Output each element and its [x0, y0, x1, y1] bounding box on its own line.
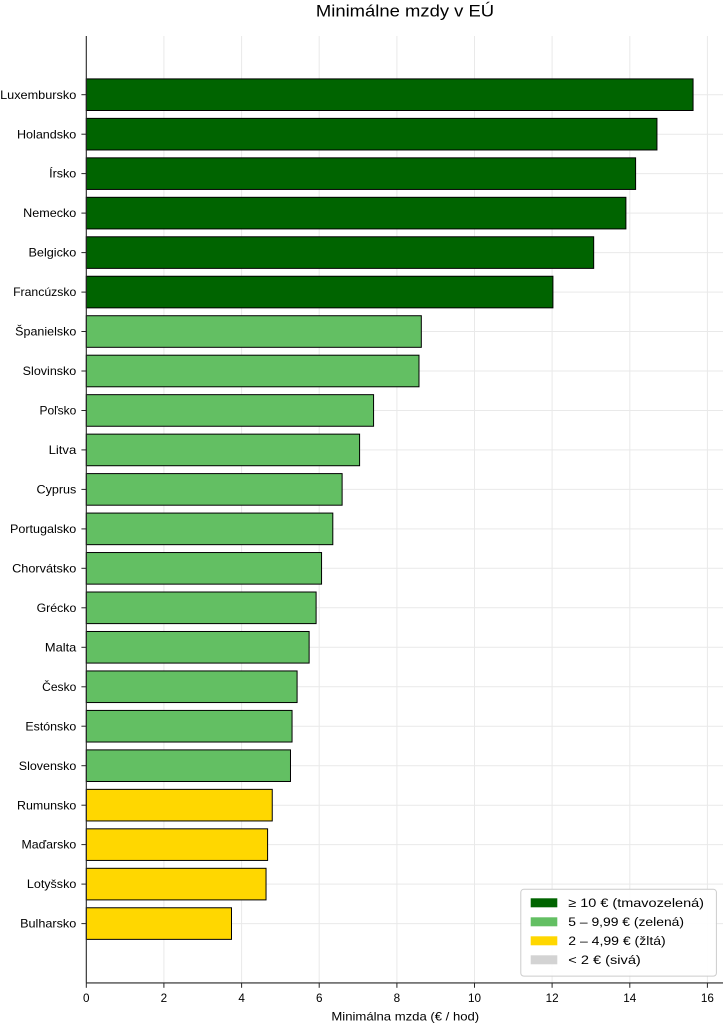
svg-text:< 2 € (sivá): < 2 € (sivá) [568, 953, 641, 967]
svg-text:Maďarsko: Maďarsko [22, 839, 77, 852]
svg-text:6: 6 [316, 992, 323, 1005]
svg-text:Belgicko: Belgicko [29, 247, 77, 260]
svg-text:≥ 10 € (tmavozelená): ≥ 10 € (tmavozelená) [568, 896, 704, 910]
svg-text:16: 16 [701, 992, 714, 1005]
svg-text:Slovinsko: Slovinsko [23, 365, 77, 378]
svg-text:Holandsko: Holandsko [17, 128, 77, 141]
svg-text:Bulharsko: Bulharsko [20, 918, 77, 931]
svg-text:4: 4 [238, 992, 245, 1005]
svg-text:Cyprus: Cyprus [37, 484, 77, 497]
svg-text:Luxembursko: Luxembursko [0, 89, 77, 102]
svg-text:12: 12 [546, 992, 559, 1005]
svg-text:Chorvátsko: Chorvátsko [12, 562, 77, 575]
svg-text:Minimálna mzda (€ / hod): Minimálna mzda (€ / hod) [331, 1010, 479, 1023]
svg-text:Francúzsko: Francúzsko [13, 286, 77, 299]
svg-text:Nemecko: Nemecko [23, 207, 77, 220]
svg-text:Litva: Litva [49, 444, 77, 457]
svg-text:0: 0 [83, 992, 90, 1005]
svg-text:2 – 4,99 € (žltá): 2 – 4,99 € (žltá) [568, 934, 665, 948]
svg-text:Írsko: Írsko [49, 168, 77, 181]
svg-text:Rumunsko: Rumunsko [17, 799, 77, 812]
svg-text:Grécko: Grécko [37, 602, 77, 615]
svg-text:Španielsko: Španielsko [15, 326, 77, 339]
svg-text:8: 8 [394, 992, 401, 1005]
svg-text:Poľsko: Poľsko [40, 405, 77, 418]
svg-text:Minimálne mzdy v EÚ: Minimálne mzdy v EÚ [316, 1, 494, 20]
svg-text:Slovensko: Slovensko [19, 760, 77, 773]
svg-text:10: 10 [468, 992, 482, 1005]
svg-text:2: 2 [161, 992, 168, 1005]
svg-text:5 – 9,99 € (zelená): 5 – 9,99 € (zelená) [568, 915, 684, 929]
svg-text:Česko: Česko [42, 681, 77, 694]
svg-text:Lotyšsko: Lotyšsko [27, 878, 77, 891]
svg-text:Estónsko: Estónsko [25, 720, 76, 733]
svg-text:Portugalsko: Portugalsko [10, 523, 77, 536]
svg-text:14: 14 [623, 992, 637, 1005]
svg-text:Malta: Malta [45, 641, 77, 654]
